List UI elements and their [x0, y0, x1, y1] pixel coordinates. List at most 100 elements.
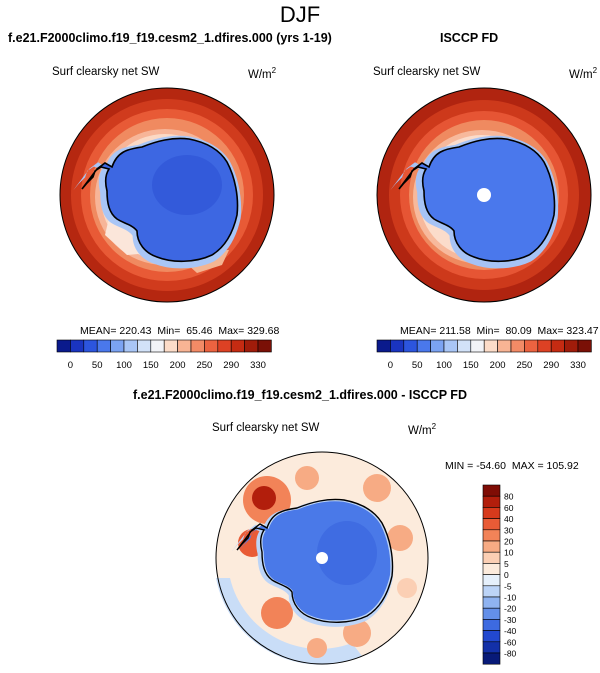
obs-colorbar-box [537, 339, 552, 353]
model-colorbar: 0 50 100 150 200 250 290 330 [56, 339, 272, 371]
model-colorbar-box [150, 339, 165, 353]
model-colorbar-tick-label: 330 [250, 360, 266, 371]
main-title: DJF [279, 2, 321, 27]
diff-colorbar-box [482, 507, 501, 519]
model-colorbar-tick-label: 50 [92, 360, 103, 371]
diff-colorbar-tick-label: 10 [504, 548, 514, 558]
positive-anomaly [261, 597, 293, 629]
strong-negative-region [317, 521, 377, 585]
diff-colorbar-box [482, 641, 501, 654]
map-border [59, 87, 275, 303]
model-colorbar-box [244, 339, 259, 353]
obs-colorbar-tick-label: 200 [490, 360, 506, 371]
model-colorbar-box [137, 339, 152, 353]
polar-gap [477, 188, 491, 202]
obs-colorbar-box [430, 339, 445, 353]
obs-colorbar-box [443, 339, 458, 353]
model-colorbar-box [56, 339, 71, 353]
positive-anomaly [343, 619, 371, 647]
obs-units-label: W/m2 [569, 66, 598, 81]
diff-colorbar-box [482, 607, 501, 620]
obs-colorbar-box [497, 339, 512, 353]
obs-panel-title: ISCCP FD [440, 31, 499, 45]
model-colorbar-box [70, 339, 85, 353]
model-colorbar-tick-label: 0 [68, 360, 73, 371]
diff-colorbar-tick-label: 30 [504, 525, 514, 535]
obs-colorbar-tick-label: 250 [516, 360, 532, 371]
diff-colorbar-tick-label: 80 [504, 492, 514, 502]
obs-colorbar-box [564, 339, 579, 353]
diff-variable-label: Surf clearsky net SW [212, 422, 320, 434]
positive-anomaly [387, 525, 413, 551]
plateau-region [152, 155, 222, 215]
model-colorbar-box [123, 339, 138, 353]
obs-colorbar-tick-label: 150 [463, 360, 479, 371]
model-colorbar-tick-label: 200 [170, 360, 186, 371]
diff-colorbar-tick-label: -30 [504, 615, 517, 625]
diff-panel-title: f.e21.F2000climo.f19_f19.cesm2_1.dfires.… [133, 388, 467, 402]
diff-colorbar-box [482, 540, 501, 553]
model-colorbar-tick-label: 250 [196, 360, 212, 371]
diff-colorbar-box [482, 518, 501, 531]
diff-colorbar-box [482, 551, 501, 564]
obs-stats: MEAN= 211.58 Min= 80.09 Max= 323.47 [400, 325, 599, 337]
diff-colorbar-tick-label: 40 [504, 514, 514, 524]
diff-colorbar-box [482, 574, 501, 587]
obs-variable-label: Surf clearsky net SW [373, 66, 481, 78]
diff-colorbar-box [482, 652, 501, 665]
diff-colorbar-tick-label: -60 [504, 637, 517, 647]
model-colorbar-box [217, 339, 232, 353]
obs-colorbar-box [524, 339, 539, 353]
obs-colorbar-box [403, 339, 418, 353]
diff-colorbar-tick-label: -10 [504, 593, 517, 603]
obs-colorbar-box [376, 339, 391, 353]
obs-colorbar-box [510, 339, 525, 353]
model-colorbar-box [190, 339, 205, 353]
diff-map [215, 451, 429, 665]
diff-colorbar-tick-label: 5 [504, 559, 509, 569]
obs-colorbar-box [483, 339, 498, 353]
positive-anomaly [295, 466, 319, 490]
model-colorbar-box [96, 339, 111, 353]
obs-colorbar-box [577, 339, 592, 353]
obs-colorbar-box [416, 339, 431, 353]
diff-stats: MIN = -54.60 MAX = 105.92 [445, 460, 579, 472]
obs-colorbar-box [550, 339, 565, 353]
model-variable-label: Surf clearsky net SW [52, 66, 160, 78]
model-colorbar-tick-label: 100 [116, 360, 132, 371]
diff-colorbar-box [482, 563, 501, 575]
negative-ocean-region [216, 578, 362, 665]
polar-gap [316, 552, 328, 564]
positive-anomaly [363, 474, 391, 502]
obs-colorbar-box [470, 339, 485, 353]
positive-anomaly [397, 578, 417, 598]
obs-colorbar-tick-label: 100 [436, 360, 452, 371]
obs-colorbar: 0 50 100 150 200 250 290 330 [376, 339, 592, 371]
model-colorbar-box [110, 339, 125, 353]
obs-colorbar-box [457, 339, 472, 353]
obs-map [376, 87, 592, 303]
diff-colorbar-box [482, 484, 501, 497]
map-border [215, 451, 429, 665]
diff-colorbar-box [482, 585, 501, 598]
diff-colorbar-tick-label: -20 [504, 604, 517, 614]
diff-colorbar-box [482, 495, 501, 508]
diff-colorbar-box [482, 630, 501, 643]
diff-colorbar-box [482, 529, 501, 542]
diff-colorbar-tick-label: -5 [504, 581, 512, 591]
diff-colorbar-tick-label: 0 [504, 570, 509, 580]
model-colorbar-box [163, 339, 178, 353]
diff-units-label: W/m2 [408, 422, 437, 437]
diff-colorbar-tick-label: 60 [504, 503, 514, 513]
obs-colorbar-tick-label: 330 [570, 360, 586, 371]
model-stats: MEAN= 220.43 Min= 65.46 Max= 329.68 [80, 325, 280, 337]
model-colorbar-tick-label: 290 [223, 360, 239, 371]
model-panel-title: f.e21.F2000climo.f19_f19.cesm2_1.dfires.… [8, 31, 332, 45]
model-map [59, 87, 275, 303]
diff-colorbar-tick-label: 20 [504, 537, 514, 547]
model-colorbar-box [230, 339, 245, 353]
obs-colorbar-tick-label: 0 [388, 360, 393, 371]
map-border [376, 87, 592, 303]
model-colorbar-box [177, 339, 192, 353]
